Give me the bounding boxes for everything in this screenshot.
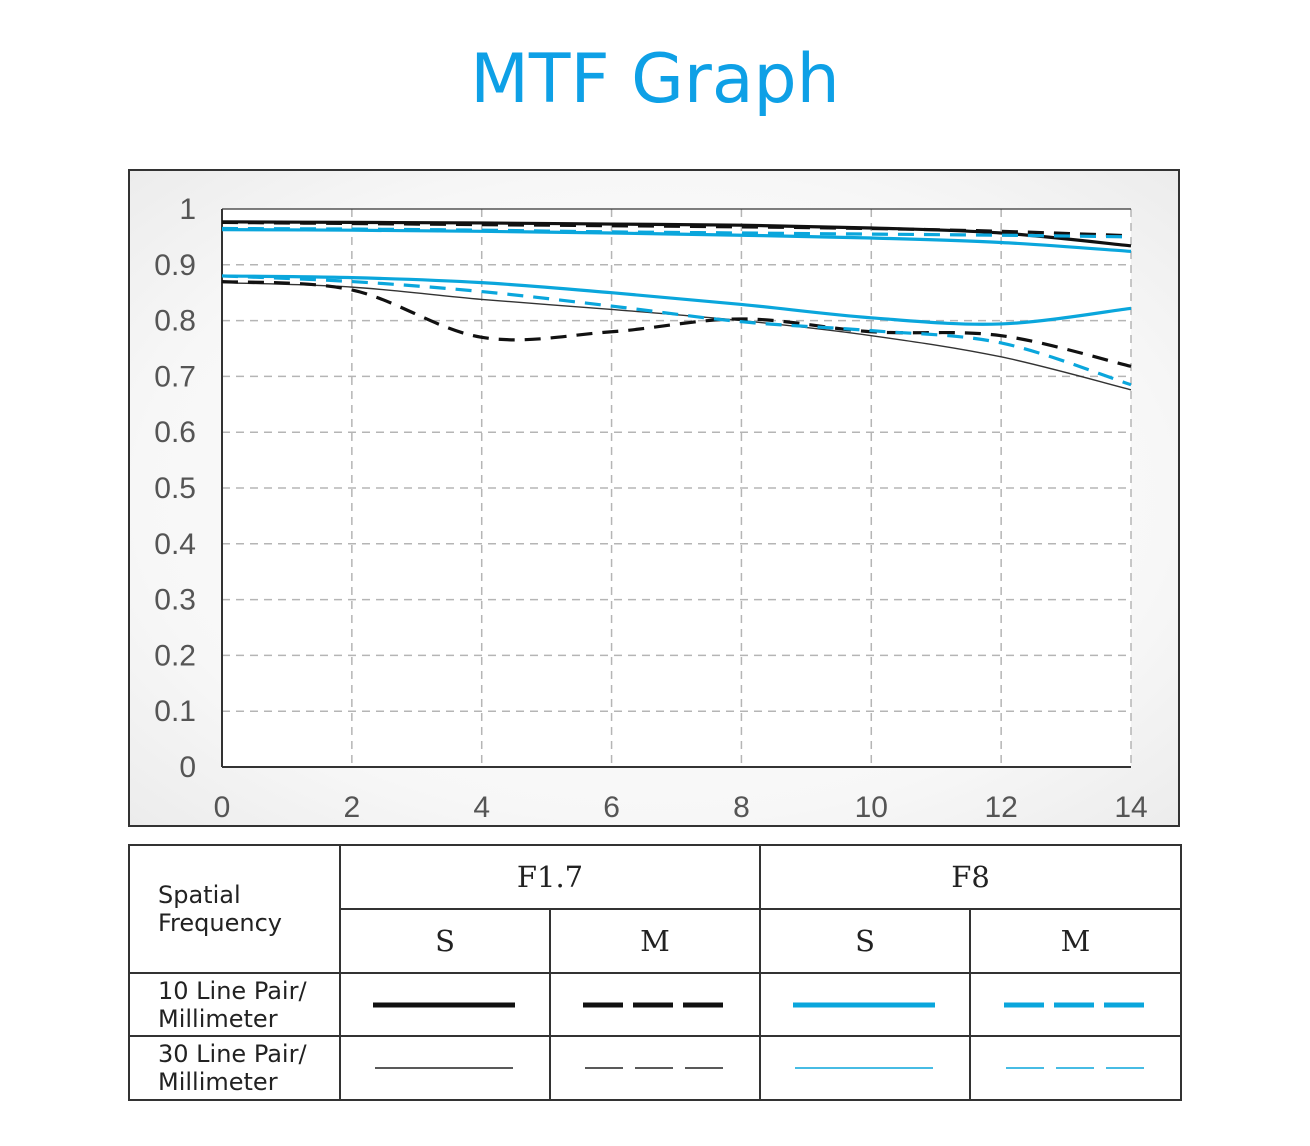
series-line-f8-s-30lp xyxy=(221,274,1132,326)
y-tick-label: 0.2 xyxy=(154,639,196,672)
legend-table: Spatial Frequency F1.7 F8 S M S M 10 Lin… xyxy=(128,844,1183,1101)
y-tick-label: 0.5 xyxy=(154,472,196,505)
y-tick-label: 0.9 xyxy=(154,249,196,282)
chart-frame: 0 0.1 0.2 0.3 0.4 0.5 0.6 0.7 0.8 0.9 1 0 2 4 6 8 10 12 14 xyxy=(128,169,1180,827)
legend-header-label: Spatial Frequency xyxy=(128,844,341,974)
y-tick-label: 0 xyxy=(179,751,196,784)
aperture-f8-header: F8 xyxy=(758,844,1183,910)
mtf-chart: 00.10.20.30.40.50.60.70.80.910 2 4 6 8 10 12 14 xyxy=(154,193,1147,824)
y-tick-label: 0.1 xyxy=(154,695,196,728)
y-tick-label: 0.6 xyxy=(154,416,196,449)
x-tick-label: 2 xyxy=(344,791,361,824)
swatch-cell-f8-s-30lp xyxy=(759,1035,971,1101)
swatch-f8-s-10lp xyxy=(793,1002,935,1007)
row-label-30lp-line2: Millimeter xyxy=(158,1068,278,1096)
swatch-cell-f8-m-30lp xyxy=(968,1035,1183,1101)
orientation-f8-s: S xyxy=(759,908,971,974)
legend-header-line2: Frequency xyxy=(158,909,282,937)
legend-header-line1: Spatial xyxy=(158,881,241,909)
x-tick-label: 10 xyxy=(855,791,888,824)
series-line-f17-m-10lp xyxy=(221,220,1132,238)
y-tick-label: 0.4 xyxy=(154,528,196,561)
y-tick-label: 0.8 xyxy=(154,305,196,338)
swatch-f8-m-30lp xyxy=(1005,1067,1144,1069)
aperture-f17-header: F1.7 xyxy=(339,844,761,910)
x-tick-label: 12 xyxy=(984,791,1017,824)
x-tick-label: 6 xyxy=(603,791,620,824)
orientation-f17-s: S xyxy=(339,908,551,974)
row-label-10lp-line2: Millimeter xyxy=(158,1004,278,1033)
y-tick-label: 1 xyxy=(179,193,196,226)
x-tick-label: 8 xyxy=(733,791,750,824)
swatch-f17-s-10lp xyxy=(373,1002,515,1007)
row-label-10lp-line1: 10 Line Pair/ xyxy=(158,976,307,1005)
swatch-cell-f17-m-10lp xyxy=(549,972,761,1037)
series-line-f17-m-30lp xyxy=(221,279,1132,368)
swatch-cell-f8-m-10lp xyxy=(968,972,1183,1037)
y-tick-label: 0.3 xyxy=(154,584,196,617)
swatch-f17-m-30lp xyxy=(585,1067,723,1069)
swatch-cell-f17-s-30lp xyxy=(339,1035,551,1101)
series-line-f8-m-10lp xyxy=(221,226,1132,239)
series-line-f8-m-30lp xyxy=(221,274,1132,387)
swatch-f17-s-30lp xyxy=(375,1067,513,1069)
swatch-f17-m-10lp xyxy=(583,1002,725,1007)
swatch-cell-f17-s-10lp xyxy=(339,972,551,1037)
x-tick-label: 0 xyxy=(214,791,231,824)
row-label-30lp: 30 Line Pair/ Millimeter xyxy=(128,1035,341,1101)
swatch-f8-m-10lp xyxy=(1003,1002,1146,1007)
orientation-f17-m: M xyxy=(549,908,761,974)
chart-title: MTF Graph xyxy=(470,40,840,119)
x-tick-label: 4 xyxy=(473,791,490,824)
swatch-cell-f8-s-10lp xyxy=(759,972,971,1037)
x-tick-label: 14 xyxy=(1114,791,1147,824)
swatch-cell-f17-m-30lp xyxy=(549,1035,761,1101)
orientation-f8-m: M xyxy=(968,908,1183,974)
y-tick-label: 0.7 xyxy=(154,360,196,393)
swatch-f8-s-30lp xyxy=(795,1067,933,1069)
row-label-10lp: 10 Line Pair/ Millimeter xyxy=(128,972,341,1037)
row-label-30lp-line1: 30 Line Pair/ xyxy=(158,1040,307,1068)
